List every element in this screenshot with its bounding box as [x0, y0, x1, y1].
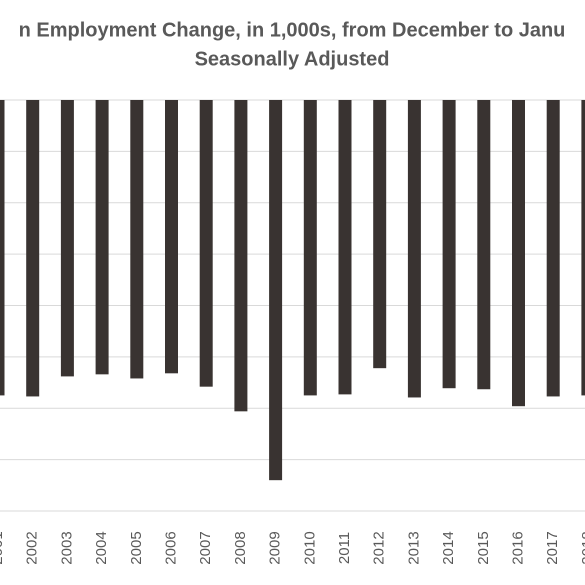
bar [407, 100, 421, 398]
bar [477, 100, 491, 390]
x-tick-label: 2018 [579, 531, 585, 564]
bar [373, 100, 387, 369]
bar [442, 100, 456, 389]
bar [338, 100, 352, 395]
bar [130, 100, 144, 379]
x-tick-label: 2010 [301, 531, 318, 564]
bar [303, 100, 317, 396]
bar [234, 100, 248, 412]
bar [199, 100, 213, 387]
x-tick-label: 2007 [197, 531, 214, 564]
x-tick-label: 2013 [405, 531, 422, 564]
bar [95, 100, 109, 375]
bar [581, 100, 585, 396]
bar [60, 100, 74, 377]
x-tick-label: 2014 [440, 531, 457, 564]
x-tick-label: 2016 [509, 531, 526, 564]
bar [0, 100, 5, 396]
bar [546, 100, 560, 397]
bar [26, 100, 40, 397]
x-tick-label: 2015 [475, 531, 492, 564]
x-tick-label: 2003 [58, 531, 75, 564]
bar [165, 100, 178, 374]
x-tick-label: 2012 [371, 531, 388, 564]
x-tick-label: 2011 [336, 532, 353, 564]
chart-subtitle: Seasonally Adjusted [195, 48, 390, 70]
bar [512, 100, 525, 407]
x-tick-label: 2005 [128, 531, 145, 564]
chart-title: n Employment Change, in 1,000s, from Dec… [19, 19, 566, 41]
x-tick-label: 2009 [267, 531, 284, 564]
x-tick-label: 2006 [162, 531, 179, 564]
x-tick-label: 2008 [232, 531, 249, 564]
bar [269, 100, 283, 481]
x-tick-label: 2002 [24, 531, 41, 564]
x-tick-label: 2017 [544, 531, 561, 564]
x-tick-label: 2004 [93, 531, 110, 564]
x-tick-label: 2001 [0, 531, 6, 564]
